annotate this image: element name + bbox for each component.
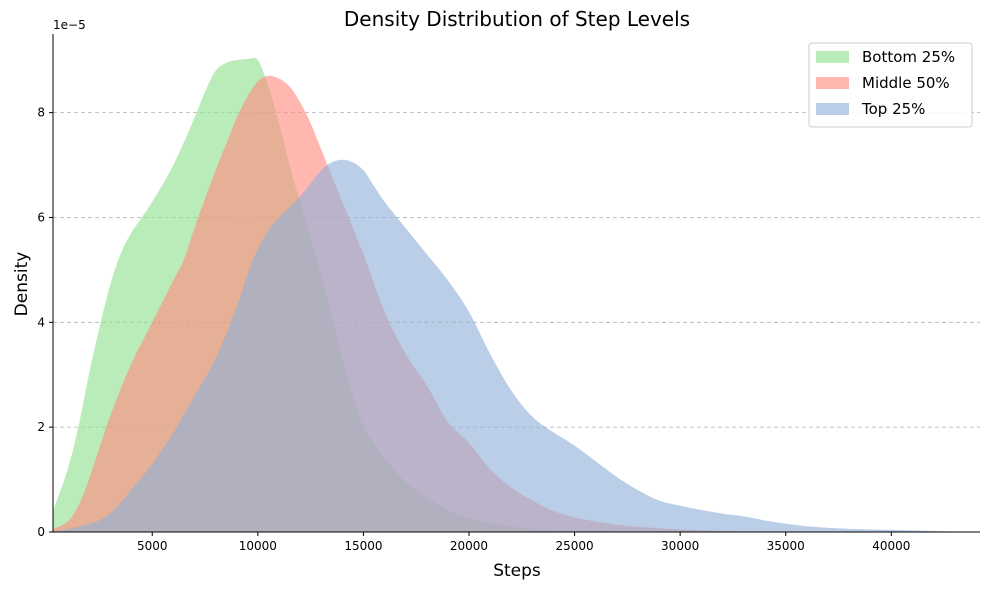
y-tick-label: 2	[37, 420, 45, 434]
y-tick-label: 4	[37, 315, 45, 329]
legend-label: Bottom 25%	[862, 48, 955, 66]
density-areas	[53, 57, 976, 533]
legend-label: Middle 50%	[862, 74, 950, 92]
y-scale-offset-label: 1e−5	[53, 18, 86, 32]
tick-labels: 5000 10000 15000 20000 25000 30000 35000 40000 0…	[37, 106, 910, 553]
x-tick-label: 25000	[555, 539, 593, 553]
legend: Bottom 25% Middle 50% Top 25%	[808, 42, 973, 128]
density-area-top-25	[53, 159, 976, 532]
x-tick-label: 10000	[239, 539, 277, 553]
axes	[52, 34, 980, 533]
legend-swatch	[816, 51, 849, 63]
x-tick-label: 35000	[767, 539, 805, 553]
x-tick-label: 40000	[872, 539, 910, 553]
x-axis-label: Steps	[493, 561, 541, 581]
y-tick-label: 6	[37, 210, 45, 224]
legend-swatch	[816, 77, 849, 89]
chart-title: Density Distribution of Step Levels	[344, 7, 690, 31]
x-tick-label: 20000	[450, 539, 488, 553]
y-tick-label: 0	[37, 525, 45, 539]
y-axis-label: Density	[12, 252, 32, 317]
x-tick-label: 15000	[344, 539, 382, 553]
y-tick-label: 8	[37, 106, 45, 120]
x-tick-label: 5000	[137, 539, 168, 553]
x-tick-label: 30000	[661, 539, 699, 553]
legend-swatch	[816, 103, 849, 115]
legend-box	[808, 42, 973, 128]
legend-label: Top 25%	[861, 100, 925, 118]
